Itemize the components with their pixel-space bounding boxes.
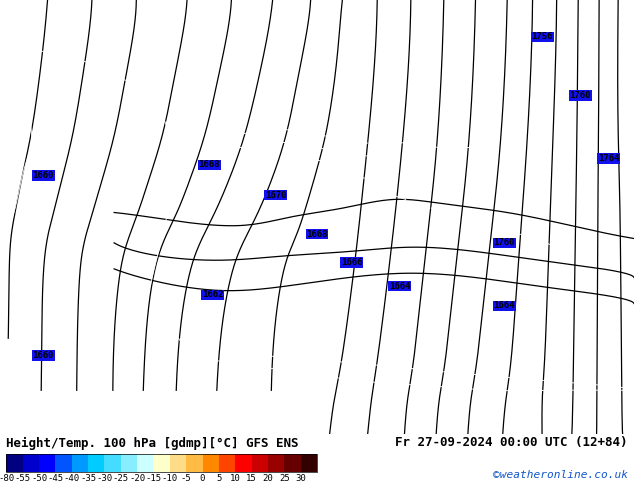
Text: 1764: 1764 [598,154,619,163]
Text: -10: -10 [162,474,178,483]
Bar [23,454,39,472]
Text: -25: -25 [113,474,129,483]
Bar [121,454,137,472]
Text: -15: -15 [145,474,162,483]
Text: 5: 5 [216,474,222,483]
Bar [301,454,317,472]
Text: 1662: 1662 [202,291,223,299]
Bar [170,454,186,472]
Bar [88,454,105,472]
Bar [72,454,88,472]
Text: 15: 15 [246,474,257,483]
Text: 20: 20 [262,474,273,483]
Bar [186,454,202,472]
Bar [39,454,55,472]
Text: -20: -20 [129,474,145,483]
Text: 1666: 1666 [341,258,363,267]
Text: 1664: 1664 [389,282,410,291]
Text: 25: 25 [279,474,290,483]
Bar [252,454,268,472]
Text: -55: -55 [15,474,31,483]
Bar [6,454,23,472]
Bar [284,454,301,472]
Text: 1668: 1668 [306,230,328,239]
Text: -40: -40 [63,474,80,483]
Text: Height/Temp. 100 hPa [gdmp][°C] GFS ENS: Height/Temp. 100 hPa [gdmp][°C] GFS ENS [6,437,299,449]
Text: 1660: 1660 [32,351,54,360]
Text: 1760: 1760 [569,91,591,100]
Text: -5: -5 [181,474,191,483]
Text: -35: -35 [80,474,96,483]
Bar [6,454,317,472]
Text: 1756: 1756 [531,32,553,41]
Bar [268,454,284,472]
Bar [153,454,170,472]
Bar [137,454,153,472]
Text: -30: -30 [96,474,112,483]
Text: 1760: 1760 [493,238,515,247]
Text: -50: -50 [31,474,47,483]
Text: -45: -45 [48,474,63,483]
Text: 1664: 1664 [493,301,515,310]
Text: 1670: 1670 [265,191,287,199]
Text: 30: 30 [295,474,306,483]
Bar [219,454,235,472]
Text: Fr 27-09-2024 00:00 UTC (12+84): Fr 27-09-2024 00:00 UTC (12+84) [395,437,628,449]
Text: -80: -80 [0,474,15,483]
Text: ©weatheronline.co.uk: ©weatheronline.co.uk [493,470,628,480]
Bar [202,454,219,472]
Bar [55,454,72,472]
Text: 0: 0 [200,474,205,483]
Bar [105,454,121,472]
Bar [235,454,252,472]
Text: 1668: 1668 [198,160,220,169]
Text: 10: 10 [230,474,241,483]
Text: 1660: 1660 [32,171,54,180]
